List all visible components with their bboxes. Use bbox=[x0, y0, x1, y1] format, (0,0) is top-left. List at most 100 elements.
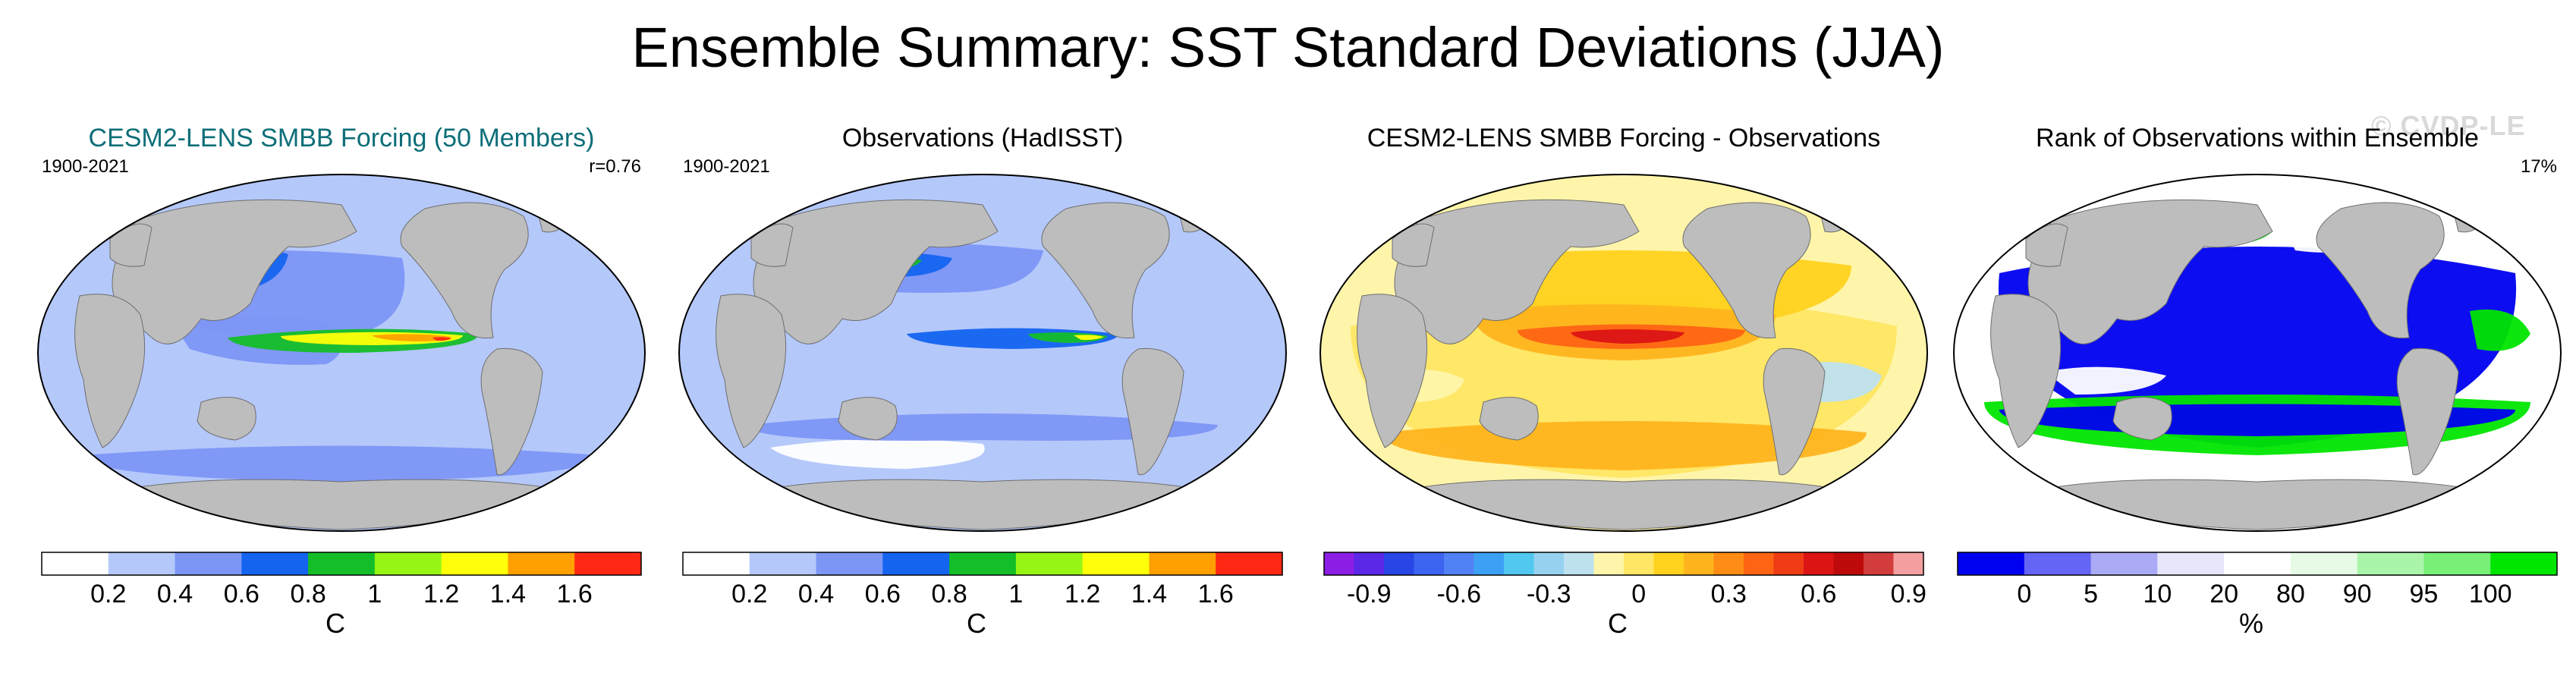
colorbar-swatch bbox=[441, 552, 508, 575]
colorbar-swatch bbox=[1773, 552, 1804, 575]
land-antarctica bbox=[1387, 479, 1860, 530]
colorbar-swatch bbox=[1624, 552, 1654, 575]
colorbar-tick-label: 0 bbox=[2017, 580, 2031, 608]
colorbar-swatch bbox=[1653, 552, 1684, 575]
map-outline bbox=[1953, 174, 2562, 532]
colorbar-tick-label: 1 bbox=[1008, 580, 1023, 608]
colorbar-swatch bbox=[1216, 552, 1283, 575]
colorbar-swatch bbox=[1015, 552, 1084, 575]
colorbar-tick-label: 0.8 bbox=[290, 580, 326, 608]
colorbar-swatch bbox=[1474, 552, 1505, 575]
map-model-sd bbox=[37, 174, 646, 532]
field-region bbox=[1571, 329, 1684, 344]
colorbar-tick-label: 1.2 bbox=[423, 580, 459, 608]
panel-difference: CESM2-LENS SMBB Forcing - Observations -… bbox=[1309, 114, 1939, 668]
colorbar-swatch bbox=[241, 552, 309, 575]
field-region bbox=[770, 439, 985, 469]
panel-rank: Rank of Observations within Ensemble 17%… bbox=[1942, 114, 2572, 668]
colorbar-swatch bbox=[1444, 552, 1474, 575]
land-samerica bbox=[2396, 347, 2459, 476]
colorbar-swatch bbox=[308, 552, 376, 575]
colorbar-swatch bbox=[574, 552, 642, 575]
colorbar-tick-label: 0.6 bbox=[865, 580, 901, 608]
colorbar-tick-label: -0.3 bbox=[1527, 580, 1571, 608]
colorbar-tick-label: 0.6 bbox=[224, 580, 259, 608]
land-africa bbox=[716, 294, 787, 448]
colorbar-tick-label: 10 bbox=[2143, 580, 2172, 608]
panel-obs-sd: Observations (HadISST) 1900-2021 0.2 0.4 0… bbox=[668, 114, 1297, 668]
correlation-label: r=0.76 bbox=[589, 156, 641, 177]
field-region bbox=[68, 339, 615, 474]
colorbar-swatch bbox=[2224, 552, 2291, 575]
colorbar-swatch bbox=[882, 552, 950, 575]
land-namerica bbox=[1682, 202, 1811, 339]
colorbar-swatch bbox=[1384, 552, 1414, 575]
colorbar-tick-label: 0.2 bbox=[731, 580, 767, 608]
field-region bbox=[1074, 335, 1104, 341]
period-label: 1900-2021 bbox=[42, 156, 129, 177]
land-europe bbox=[1392, 223, 1435, 267]
colorbar-tick-label: 1.6 bbox=[557, 580, 593, 608]
colorbar-unit: C bbox=[1608, 608, 1628, 639]
colorbar-swatch bbox=[1414, 552, 1445, 575]
land-samerica bbox=[480, 347, 543, 476]
colorbar-unit: C bbox=[326, 608, 345, 639]
colorbar-swatch bbox=[1833, 552, 1864, 575]
colorbar-frame bbox=[682, 552, 1283, 576]
colorbar-swatch bbox=[1804, 552, 1834, 575]
colorbar-tick-label: 0 bbox=[1631, 580, 1646, 608]
map-outline bbox=[1319, 174, 1928, 532]
colorbar-swatch bbox=[2024, 552, 2092, 575]
land-antarctica bbox=[105, 479, 578, 530]
land-europe bbox=[109, 223, 153, 267]
field-region bbox=[2045, 366, 2166, 395]
colorbar-swatch bbox=[175, 552, 242, 575]
panel-title: Observations (HadISST) bbox=[841, 124, 1124, 152]
colorbar-swatch bbox=[1864, 552, 1894, 575]
colorbar-tick-label: 0.4 bbox=[157, 580, 193, 608]
colorbar-unit: % bbox=[2239, 608, 2263, 639]
colorbar-swatch bbox=[1744, 552, 1774, 575]
colorbar-tick-label: 0.9 bbox=[1891, 580, 1926, 608]
field-region bbox=[2470, 310, 2530, 351]
colorbar-swatch bbox=[1684, 552, 1714, 575]
land-australia bbox=[838, 397, 898, 441]
land-australia bbox=[1479, 397, 1539, 441]
colorbar-swatch bbox=[2490, 552, 2558, 575]
land-europe bbox=[2025, 223, 2068, 267]
colorbar-swatch bbox=[1893, 552, 1924, 575]
colorbar-swatch bbox=[1958, 552, 2025, 575]
colorbar-frame bbox=[1957, 552, 2558, 576]
land-samerica bbox=[1763, 347, 1826, 476]
colorbar-tick-label: 1.6 bbox=[1198, 580, 1234, 608]
colorbar-swatch bbox=[1324, 552, 1354, 575]
colorbar-tick-label: 80 bbox=[2276, 580, 2305, 608]
field-region bbox=[432, 337, 451, 341]
field-region bbox=[83, 445, 599, 482]
map-difference bbox=[1319, 174, 1928, 532]
land-samerica bbox=[1121, 347, 1184, 476]
colorbar-rank: 0 5 10 20 80 90 95 100% bbox=[1957, 552, 2558, 639]
colorbar-swatch bbox=[1149, 552, 1216, 575]
colorbar-model-sd: 0.2 0.4 0.6 0.8 1 1.2 1.4 1.6 C bbox=[41, 552, 642, 639]
panel-title: CESM2-LENS SMBB Forcing - Observations bbox=[1367, 124, 1881, 152]
land-europe bbox=[750, 223, 794, 267]
colorbar-tick-label: 90 bbox=[2343, 580, 2372, 608]
colorbar-swatch bbox=[1564, 552, 1594, 575]
colorbar-difference: -0.9 -0.6 -0.3 0 0.3 0.6 0.9 C bbox=[1323, 552, 1926, 639]
land-namerica bbox=[400, 202, 529, 339]
land-australia bbox=[2112, 397, 2172, 441]
colorbar-swatch bbox=[2290, 552, 2358, 575]
map-rank bbox=[1953, 174, 2562, 532]
colorbar-swatch bbox=[374, 552, 442, 575]
colorbar-tick-label: 0.6 bbox=[1801, 580, 1836, 608]
colorbar-swatch bbox=[1504, 552, 1534, 575]
land-australia bbox=[197, 397, 256, 441]
colorbar-swatch bbox=[2157, 552, 2225, 575]
colorbar-swatch bbox=[1533, 552, 1565, 575]
colorbar-tick-label: 0.2 bbox=[90, 580, 126, 608]
watermark: © CVDP-LE bbox=[2371, 110, 2526, 141]
panel-model-sd: CESM2-LENS SMBB Forcing (50 Members) 190… bbox=[27, 114, 656, 668]
land-namerica bbox=[2316, 202, 2445, 339]
land-africa bbox=[74, 294, 146, 448]
